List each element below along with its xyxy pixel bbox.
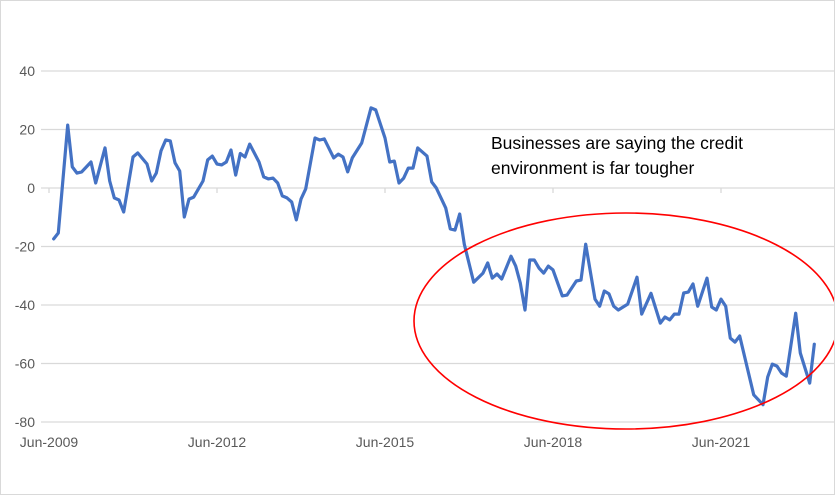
y-tick-label: 0 xyxy=(27,180,35,196)
y-tick-label: 40 xyxy=(19,63,35,79)
y-tick-label: -40 xyxy=(15,297,35,313)
x-axis: Jun-2009 Jun-2012 Jun-2015 Jun-2018 Jun-2021 xyxy=(20,188,751,450)
y-axis: 40 20 0 -20 -40 -60 -80 xyxy=(15,63,35,430)
y-tick-label: 20 xyxy=(19,122,35,138)
annotation-line-2: environment is far tougher xyxy=(491,158,695,178)
x-tick-label: Jun-2021 xyxy=(692,434,751,450)
y-tick-label: -80 xyxy=(15,414,35,430)
y-tick-label: -20 xyxy=(15,239,35,255)
y-tick-label: -60 xyxy=(15,356,35,372)
x-tick-label: Jun-2015 xyxy=(356,434,415,450)
x-tick-label: Jun-2009 xyxy=(20,434,79,450)
data-points xyxy=(53,107,815,405)
annotation-line-1: Businesses are saying the credit xyxy=(491,133,743,153)
highlight-ellipse xyxy=(413,212,834,430)
x-tick-label: Jun-2012 xyxy=(188,434,247,450)
x-tick-label: Jun-2018 xyxy=(524,434,583,450)
annotation: Businesses are saying the credit environ… xyxy=(491,131,743,181)
